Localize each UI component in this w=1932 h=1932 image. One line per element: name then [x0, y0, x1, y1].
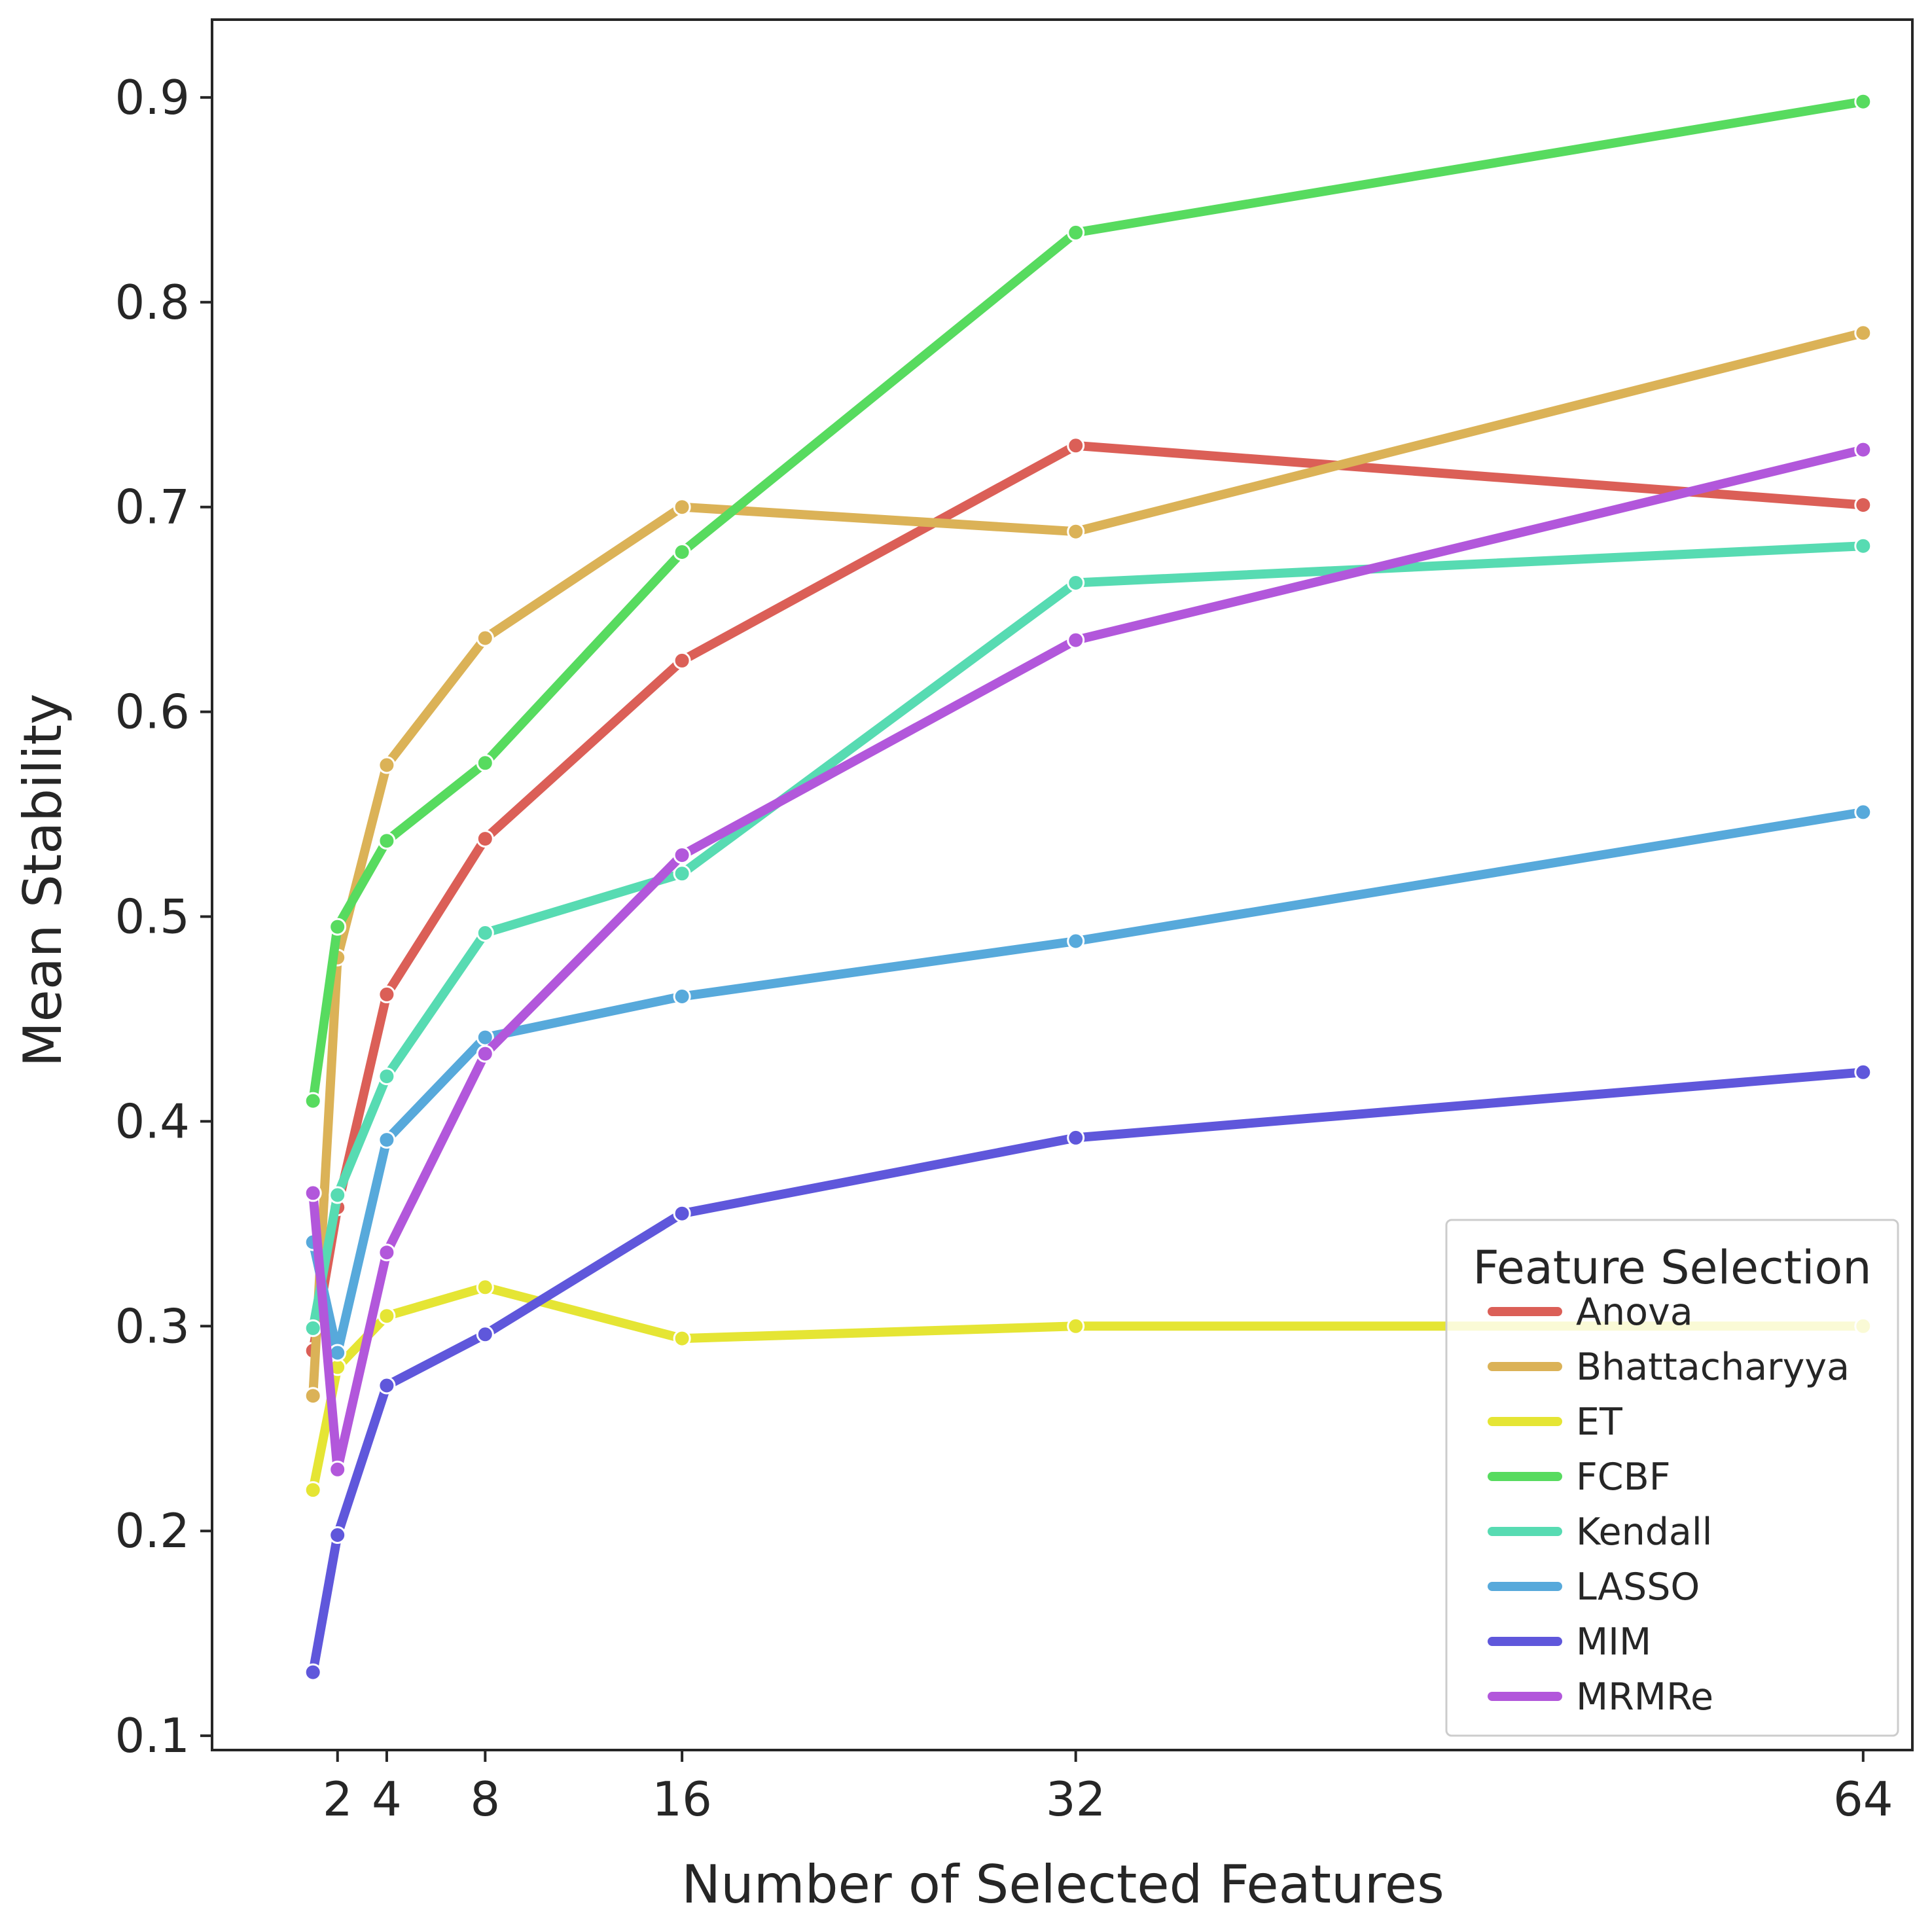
- y-axis-label: Mean Stability: [12, 694, 73, 1067]
- x-tick-label: 64: [1833, 1772, 1893, 1827]
- data-point-mrmre-8: [476, 1045, 494, 1063]
- legend-label: Anova: [1576, 1291, 1693, 1334]
- x-tick-label: 32: [1046, 1772, 1106, 1827]
- data-point-kendall-8: [476, 924, 494, 942]
- data-point-mrmre-32: [1067, 631, 1085, 649]
- y-tick-label: 0.5: [115, 889, 190, 944]
- data-point-kendall-2: [329, 1186, 347, 1204]
- data-point-fcbf-16: [673, 543, 691, 561]
- legend-title: Feature Selection: [1473, 1241, 1871, 1295]
- x-tick-label: 4: [372, 1772, 402, 1827]
- legend-item-lasso: LASSO: [1488, 1565, 1700, 1609]
- series-layer: [304, 92, 1872, 1681]
- y-tick-label: 0.2: [115, 1503, 190, 1558]
- data-point-lasso-4: [378, 1131, 396, 1149]
- data-point-kendall-4: [378, 1067, 396, 1086]
- series-mim: [304, 1063, 1872, 1681]
- data-point-et-4: [378, 1307, 396, 1325]
- data-point-et-1: [304, 1481, 322, 1499]
- axes-layer: 0.1 0.2 0.3 0.4 0.5 0.6 0.7 0.8 0.9 2 4 8 16 32 64: [115, 18, 1914, 1827]
- legend-label: MIM: [1576, 1620, 1651, 1664]
- data-point-bhattacharyya-64: [1854, 324, 1872, 342]
- y-tick-label: 0.6: [115, 685, 190, 740]
- plot-frame: [211, 18, 1914, 1751]
- legend-item-bhattacharyya: Bhattacharyya: [1488, 1346, 1850, 1389]
- legend-label: ET: [1576, 1401, 1622, 1444]
- series-fcbf: [304, 92, 1872, 1110]
- data-point-kendall-1: [304, 1319, 322, 1337]
- legend-label: FCBF: [1576, 1456, 1670, 1499]
- x-tick-label: 2: [323, 1772, 353, 1827]
- data-point-anova-4: [378, 985, 396, 1003]
- y-tick-label: 0.7: [115, 480, 190, 535]
- legend-item-et: ET: [1488, 1401, 1622, 1444]
- data-point-fcbf-64: [1854, 92, 1872, 111]
- data-point-mim-16: [673, 1204, 691, 1223]
- y-tick-label: 0.9: [115, 70, 190, 125]
- data-point-et-8: [476, 1278, 494, 1297]
- series-et: [304, 1278, 1872, 1499]
- data-point-et-32: [1067, 1317, 1085, 1335]
- data-point-mrmre-4: [378, 1243, 396, 1262]
- data-point-fcbf-32: [1067, 223, 1085, 241]
- data-point-mim-2: [329, 1526, 347, 1544]
- data-point-bhattacharyya-8: [476, 629, 494, 647]
- legend-label: MRMRe: [1576, 1675, 1713, 1719]
- y-tick-label: 0.1: [115, 1708, 190, 1763]
- data-point-anova-16: [673, 651, 691, 670]
- series-kendall: [304, 537, 1872, 1337]
- legend-item-mim: MIM: [1488, 1620, 1651, 1664]
- data-point-anova-64: [1854, 496, 1872, 514]
- y-tick-label: 0.3: [115, 1298, 190, 1353]
- data-point-mim-4: [378, 1376, 396, 1395]
- data-point-mrmre-1: [304, 1184, 322, 1202]
- legend-label: Kendall: [1576, 1511, 1713, 1554]
- series-mrmre: [304, 440, 1872, 1478]
- y-tick-label: 0.4: [115, 1094, 190, 1149]
- legend-item-fcbf: FCBF: [1488, 1456, 1670, 1499]
- data-point-fcbf-2: [329, 918, 347, 936]
- data-point-lasso-64: [1854, 803, 1872, 821]
- y-tick-label: 0.8: [115, 275, 190, 330]
- data-point-mim-64: [1854, 1063, 1872, 1081]
- data-point-kendall-32: [1067, 574, 1085, 592]
- data-point-fcbf-8: [476, 754, 494, 772]
- x-tick-label: 16: [652, 1772, 712, 1827]
- legend-item-kendall: Kendall: [1488, 1511, 1713, 1554]
- legend-label: LASSO: [1576, 1565, 1700, 1609]
- data-point-mrmre-64: [1854, 440, 1872, 459]
- data-point-mim-8: [476, 1325, 494, 1344]
- legend-label: Bhattacharyya: [1576, 1346, 1850, 1389]
- legend-box: [1445, 1219, 1899, 1737]
- data-point-kendall-16: [673, 865, 691, 883]
- legend-item-mrmre: MRMRe: [1488, 1675, 1713, 1719]
- legend-item-anova: Anova: [1488, 1291, 1693, 1334]
- data-point-bhattacharyya-32: [1067, 522, 1085, 541]
- data-point-fcbf-4: [378, 832, 396, 850]
- data-point-anova-32: [1067, 437, 1085, 455]
- data-point-fcbf-1: [304, 1092, 322, 1110]
- x-axis-label: Number of Selected Features: [681, 1854, 1444, 1915]
- x-tick-label: 8: [470, 1772, 500, 1827]
- data-point-mim-1: [304, 1663, 322, 1681]
- data-point-lasso-16: [673, 988, 691, 1005]
- data-point-bhattacharyya-1: [304, 1387, 322, 1405]
- data-point-lasso-32: [1067, 932, 1085, 950]
- data-point-mrmre-16: [673, 846, 691, 865]
- data-point-mim-32: [1067, 1128, 1085, 1147]
- data-point-mrmre-2: [329, 1460, 347, 1478]
- data-point-kendall-64: [1854, 537, 1872, 555]
- data-point-bhattacharyya-4: [378, 756, 396, 774]
- data-point-bhattacharyya-16: [673, 498, 691, 516]
- data-point-et-16: [673, 1329, 691, 1348]
- series-lasso: [304, 803, 1872, 1362]
- data-point-anova-8: [476, 830, 494, 848]
